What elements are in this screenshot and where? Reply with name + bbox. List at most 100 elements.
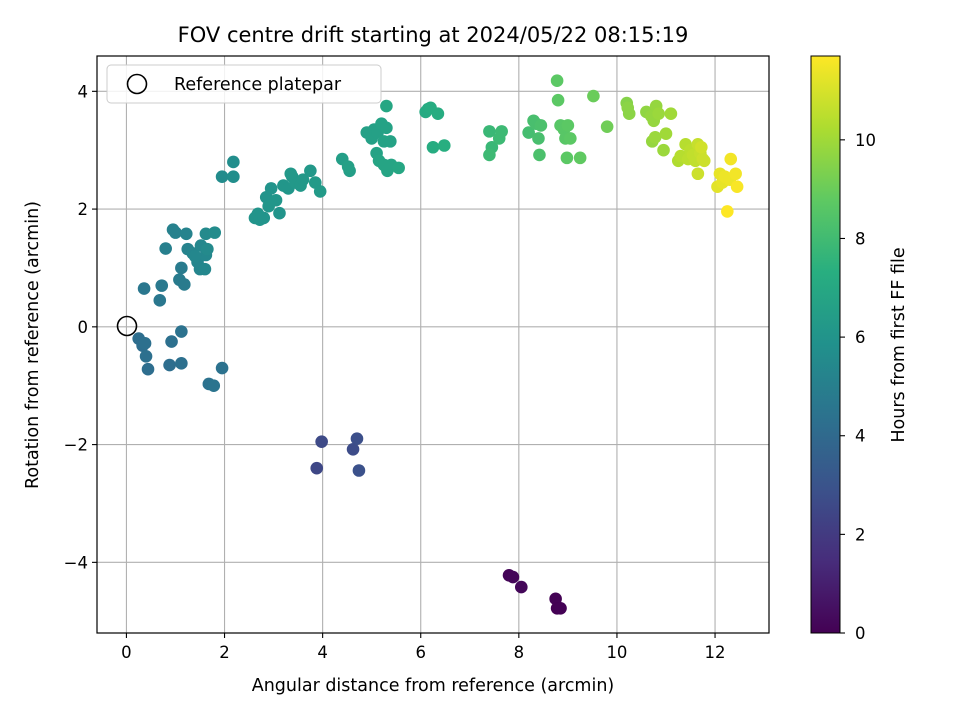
scatter-point — [179, 227, 193, 241]
reference-platepar-marker — [116, 315, 138, 337]
colorbar-tick-label: 0 — [855, 624, 866, 643]
colorbar-ticks: 0 2 4 6 8 10 — [840, 131, 876, 643]
x-tick-label: 4 — [317, 643, 328, 662]
scatter-point — [549, 592, 562, 606]
scatter-point — [201, 242, 214, 256]
x-axis-label: Angular distance from reference (arcmin) — [252, 676, 615, 696]
scatter-point — [350, 432, 364, 446]
scatter-point — [346, 443, 360, 456]
scatter-point — [426, 140, 440, 154]
scatter-point — [657, 143, 670, 157]
y-tick-label: −4 — [64, 553, 88, 572]
scatter-point — [652, 107, 665, 120]
colorbar-label: Hours from first FF file — [889, 247, 909, 442]
scatter-point — [208, 226, 222, 239]
scatter-point — [522, 126, 535, 139]
scatter-point — [273, 206, 286, 220]
colorbar-tick-label: 6 — [855, 328, 866, 347]
x-tick-label: 10 — [606, 643, 627, 662]
scatter-point — [554, 601, 567, 615]
colorbar-tick-label: 4 — [855, 427, 866, 446]
colorbar-tick-label: 10 — [855, 131, 876, 150]
scatter-point — [431, 107, 445, 120]
x-tick-label: 6 — [415, 643, 426, 662]
x-tick-label: 8 — [514, 643, 525, 662]
y-tick-label: 0 — [78, 318, 89, 337]
scatter-point — [163, 358, 176, 372]
scatter-point — [352, 464, 366, 477]
y-tick-label: −2 — [64, 436, 88, 455]
scatter-point — [380, 121, 393, 135]
legend: Reference platepar — [106, 64, 382, 104]
scatter-point — [165, 335, 178, 348]
scatter-point — [392, 161, 405, 175]
scatter-point — [506, 570, 520, 584]
scatter-point — [175, 325, 188, 338]
scatter-point — [153, 294, 167, 307]
scatter-point — [730, 180, 744, 194]
scatter-point — [587, 89, 600, 103]
scatter-point — [622, 107, 636, 120]
scatter-point — [215, 361, 229, 375]
y-axis-ticks: −4 −2 0 2 4 — [64, 82, 97, 572]
data-points — [132, 74, 744, 615]
scatter-point — [514, 580, 528, 594]
scatter-point — [175, 357, 188, 370]
scatter-point — [155, 279, 169, 292]
scatter-point — [227, 170, 240, 183]
scatter-point — [697, 154, 711, 168]
scatter-point — [169, 226, 182, 239]
x-tick-label: 0 — [121, 643, 132, 662]
scatter-point — [178, 278, 191, 291]
plot-frame — [96, 55, 770, 634]
x-axis-ticks: 0 2 4 6 8 10 12 — [121, 633, 726, 662]
scatter-point — [564, 132, 577, 145]
y-tick-label: 4 — [78, 82, 89, 101]
scatter-point — [264, 182, 278, 195]
scatter-point — [269, 193, 283, 207]
colorbar: 0 2 4 6 8 10 Hours from first FF file — [810, 55, 909, 643]
scatter-point — [691, 167, 705, 181]
scatter-point — [315, 435, 328, 448]
scatter-point — [437, 139, 451, 152]
scatter-point — [729, 167, 742, 181]
scatter-point — [550, 74, 564, 88]
colorbar-tick-label: 2 — [855, 525, 866, 544]
scatter-point — [304, 164, 317, 178]
scatter-point — [724, 152, 738, 166]
scatter-point — [551, 93, 565, 107]
scatter-point — [384, 135, 397, 148]
y-tick-label: 2 — [78, 200, 89, 219]
scatter-point — [561, 119, 575, 132]
x-tick-label: 12 — [705, 643, 726, 662]
scatter-point — [296, 173, 310, 186]
colorbar-gradient — [810, 55, 841, 634]
scatter-point — [341, 160, 355, 173]
scatter-point — [533, 148, 546, 162]
scatter-point — [137, 282, 151, 295]
scatter-point — [483, 148, 496, 162]
scatter-point — [495, 125, 508, 138]
legend-box — [106, 64, 382, 104]
scatter-point — [138, 337, 152, 350]
scatter-point — [573, 151, 587, 165]
scatter-point — [227, 155, 240, 169]
scatter-point — [721, 205, 734, 218]
chart-title: FOV centre drift starting at 2024/05/22 … — [178, 23, 689, 47]
scatter-point — [380, 99, 393, 113]
scatter-point — [534, 119, 548, 132]
scatter-point — [664, 107, 678, 120]
scatter-point — [175, 261, 188, 275]
scatter-point — [257, 211, 271, 225]
scatter-point — [159, 242, 172, 255]
scatter-point — [215, 170, 229, 183]
x-tick-label: 2 — [219, 643, 230, 662]
scatter-point — [313, 185, 327, 198]
scatter-point — [532, 132, 545, 145]
scatter-point — [141, 362, 155, 376]
legend-reference-marker — [126, 73, 148, 95]
y-axis-label: Rotation from reference (arcmin) — [23, 201, 43, 489]
scatter-point — [188, 249, 202, 263]
scatter-point — [648, 130, 662, 144]
